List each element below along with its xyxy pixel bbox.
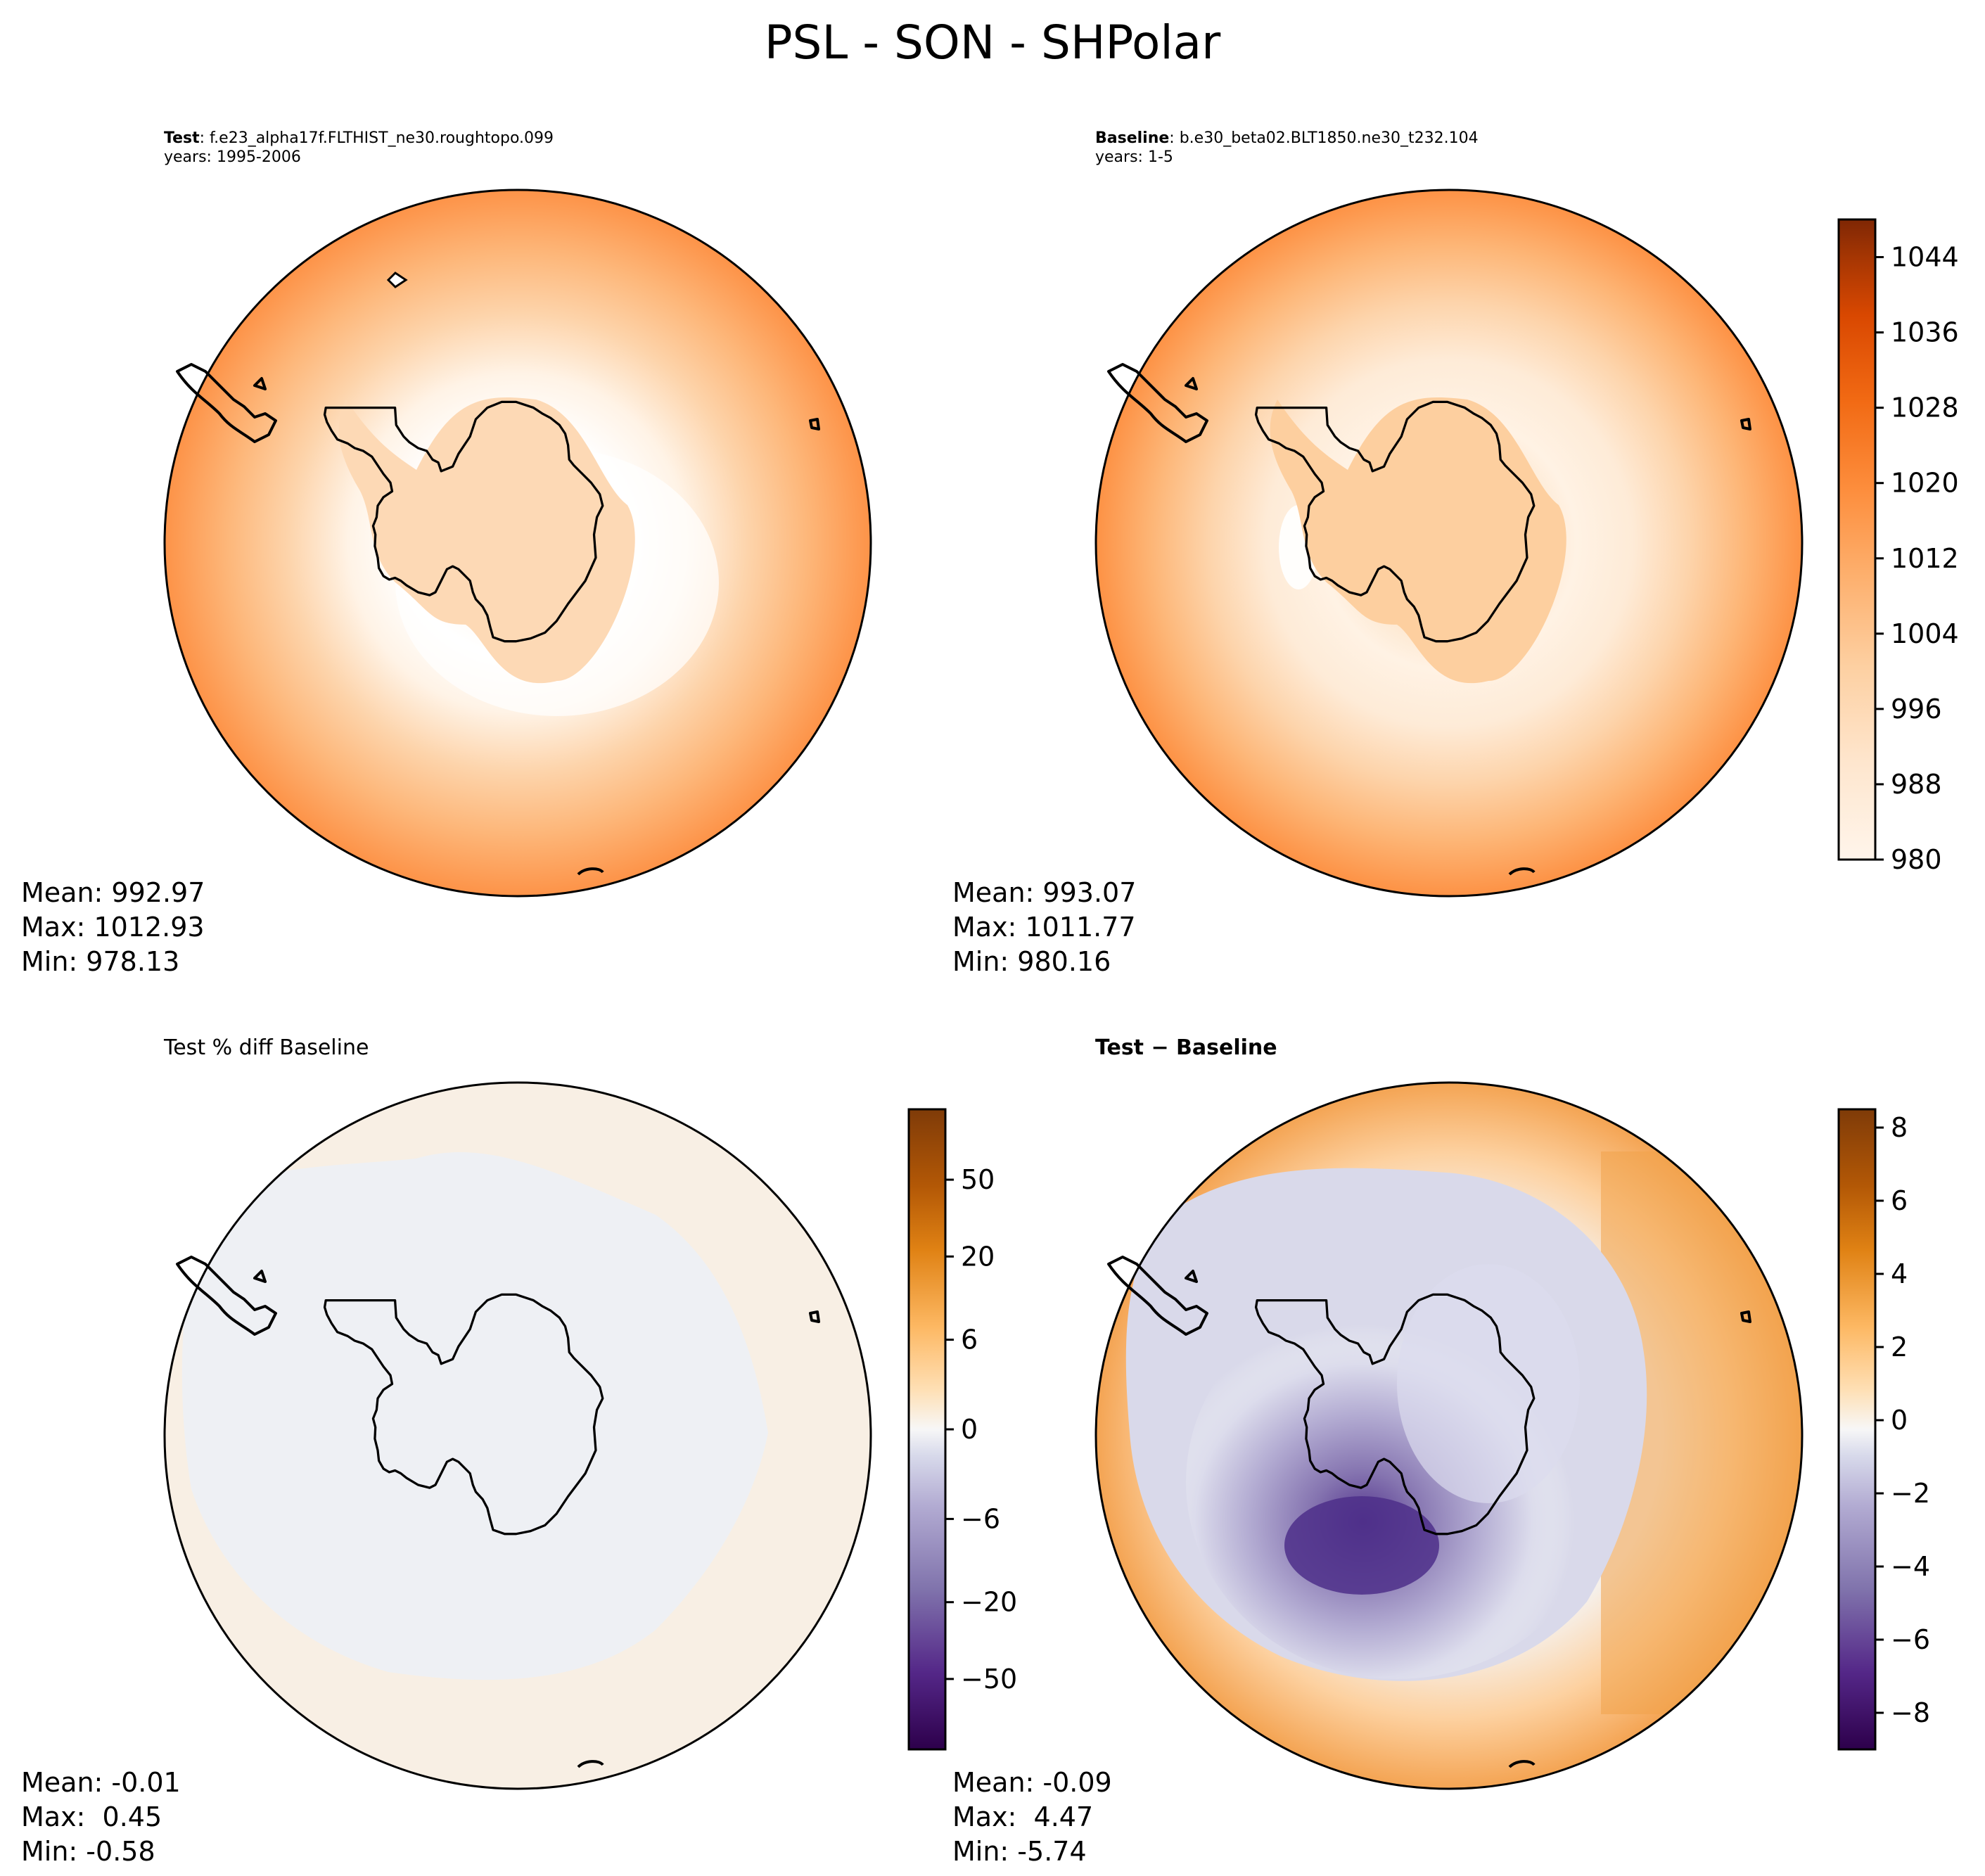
pct-diff-map	[163, 1081, 872, 1790]
map-boundary	[1094, 1081, 1804, 1790]
test-label: Test	[164, 129, 200, 147]
diff-colorbar-tick-label: −4	[1891, 1551, 1930, 1582]
diff-stats: Mean: -0.09 Max: 4.47 Min: -5.74	[952, 1766, 1112, 1869]
psl-colorbar-ticks: 980 988 996 1004 1012 1020 1028 1036 1044	[1875, 242, 1959, 875]
psl-colorbar-tick-label: 980	[1891, 844, 1942, 875]
diff-colorbar-ticks: 8 6 4 2 0 −2 −4 −6 −8	[1875, 1112, 1930, 1728]
psl-colorbar: 980 988 996 1004 1012 1020 1028 1036 1044	[1837, 218, 1959, 875]
baseline-max: Max: 1011.77	[952, 912, 1136, 943]
pct-colorbar-ticks: 50 20 6 0 −6 −20 −50	[945, 1164, 1017, 1695]
antarctica-fill	[1270, 397, 1566, 684]
pct-colorbar-tick-label: −6	[961, 1503, 1000, 1534]
diff-map	[1094, 1081, 1804, 1790]
pct-colorbar: 50 20 6 0 −6 −20 −50	[907, 1108, 1017, 1751]
psl-colorbar-tick-label: 1004	[1891, 618, 1959, 649]
test-map	[163, 189, 872, 898]
diff-colorbar-tick-label: 6	[1891, 1185, 1908, 1216]
pct-diff-title: Test % diff Baseline	[164, 1035, 369, 1060]
psl-colorbar-tick-label: 996	[1891, 694, 1942, 725]
map-boundary	[163, 189, 872, 898]
psl-colorbar-tick-label: 1036	[1891, 317, 1959, 348]
pct-diff-mean: Mean: -0.01	[21, 1767, 181, 1798]
test-min: Min: 978.13	[21, 946, 180, 977]
figure-title: PSL - SON - SHPolar	[764, 15, 1221, 70]
pct-diff-max: Max: 0.45	[21, 1801, 162, 1832]
baseline-stats: Mean: 993.07 Max: 1011.77 Min: 980.16	[952, 876, 1136, 979]
antarctica-fill	[338, 397, 635, 684]
psl-colorbar-tick-label: 988	[1891, 769, 1942, 800]
map-boundary	[163, 1081, 872, 1790]
diff-colorbar-tick-label: 8	[1891, 1112, 1908, 1143]
diff-colorbar-tick-label: 0	[1891, 1405, 1908, 1436]
baseline-min: Min: 980.16	[952, 946, 1111, 977]
baseline-case-name: : b.e30_beta02.BLT1850.ne30_t232.104	[1169, 129, 1479, 147]
diff-colorbar-tick-label: −6	[1891, 1624, 1930, 1655]
test-years: years: 1995-2006	[164, 148, 301, 166]
diff-max: Max: 4.47	[952, 1801, 1094, 1832]
diff-mean: Mean: -0.09	[952, 1767, 1112, 1798]
test-max: Max: 1012.93	[21, 912, 205, 943]
pct-colorbar-tick-label: −20	[961, 1587, 1017, 1618]
psl-colorbar-tick-label: 1044	[1891, 242, 1959, 273]
pct-colorbar-tick-label: 50	[961, 1164, 995, 1195]
diff-colorbar-tick-label: −2	[1891, 1478, 1930, 1509]
diff-colorbar: 8 6 4 2 0 −2 −4 −6 −8	[1837, 1108, 1930, 1751]
map-boundary	[1094, 189, 1804, 898]
diff-min: Min: -5.74	[952, 1836, 1087, 1867]
pct-colorbar-tick-label: 20	[961, 1241, 995, 1272]
psl-colorbar-tick-label: 1028	[1891, 393, 1959, 423]
diff-colorbar-tick-label: 2	[1891, 1332, 1908, 1363]
test-panel-title: Test: f.e23_alpha17f.FLTHIST_ne30.rought…	[164, 129, 554, 167]
pct-diff-stats: Mean: -0.01 Max: 0.45 Min: -0.58	[21, 1766, 181, 1869]
baseline-years: years: 1-5	[1095, 148, 1173, 166]
test-case-name: : f.e23_alpha17f.FLTHIST_ne30.roughtopo.…	[199, 129, 554, 147]
diff-colorbar-tick-label: −8	[1891, 1697, 1930, 1728]
psl-colorbar-tick-label: 1012	[1891, 543, 1959, 574]
pct-colorbar-tick-label: 0	[961, 1414, 978, 1445]
pct-colorbar-tick-label: 6	[961, 1325, 978, 1355]
baseline-map	[1094, 189, 1804, 898]
baseline-label: Baseline	[1095, 129, 1170, 147]
pct-diff-min: Min: -0.58	[21, 1836, 155, 1867]
diff-title: Test − Baseline	[1095, 1035, 1277, 1060]
diff-colorbar-tick-label: 4	[1891, 1258, 1908, 1289]
baseline-panel-title: Baseline: b.e30_beta02.BLT1850.ne30_t232…	[1095, 129, 1479, 167]
pct-colorbar-tick-label: −50	[961, 1664, 1017, 1695]
pct-negative-region	[181, 1152, 768, 1680]
test-mean: Mean: 992.97	[21, 877, 205, 908]
psl-colorbar-tick-label: 1020	[1891, 468, 1959, 499]
test-stats: Mean: 992.97 Max: 1012.93 Min: 978.13	[21, 876, 205, 979]
baseline-mean: Mean: 993.07	[952, 877, 1137, 908]
